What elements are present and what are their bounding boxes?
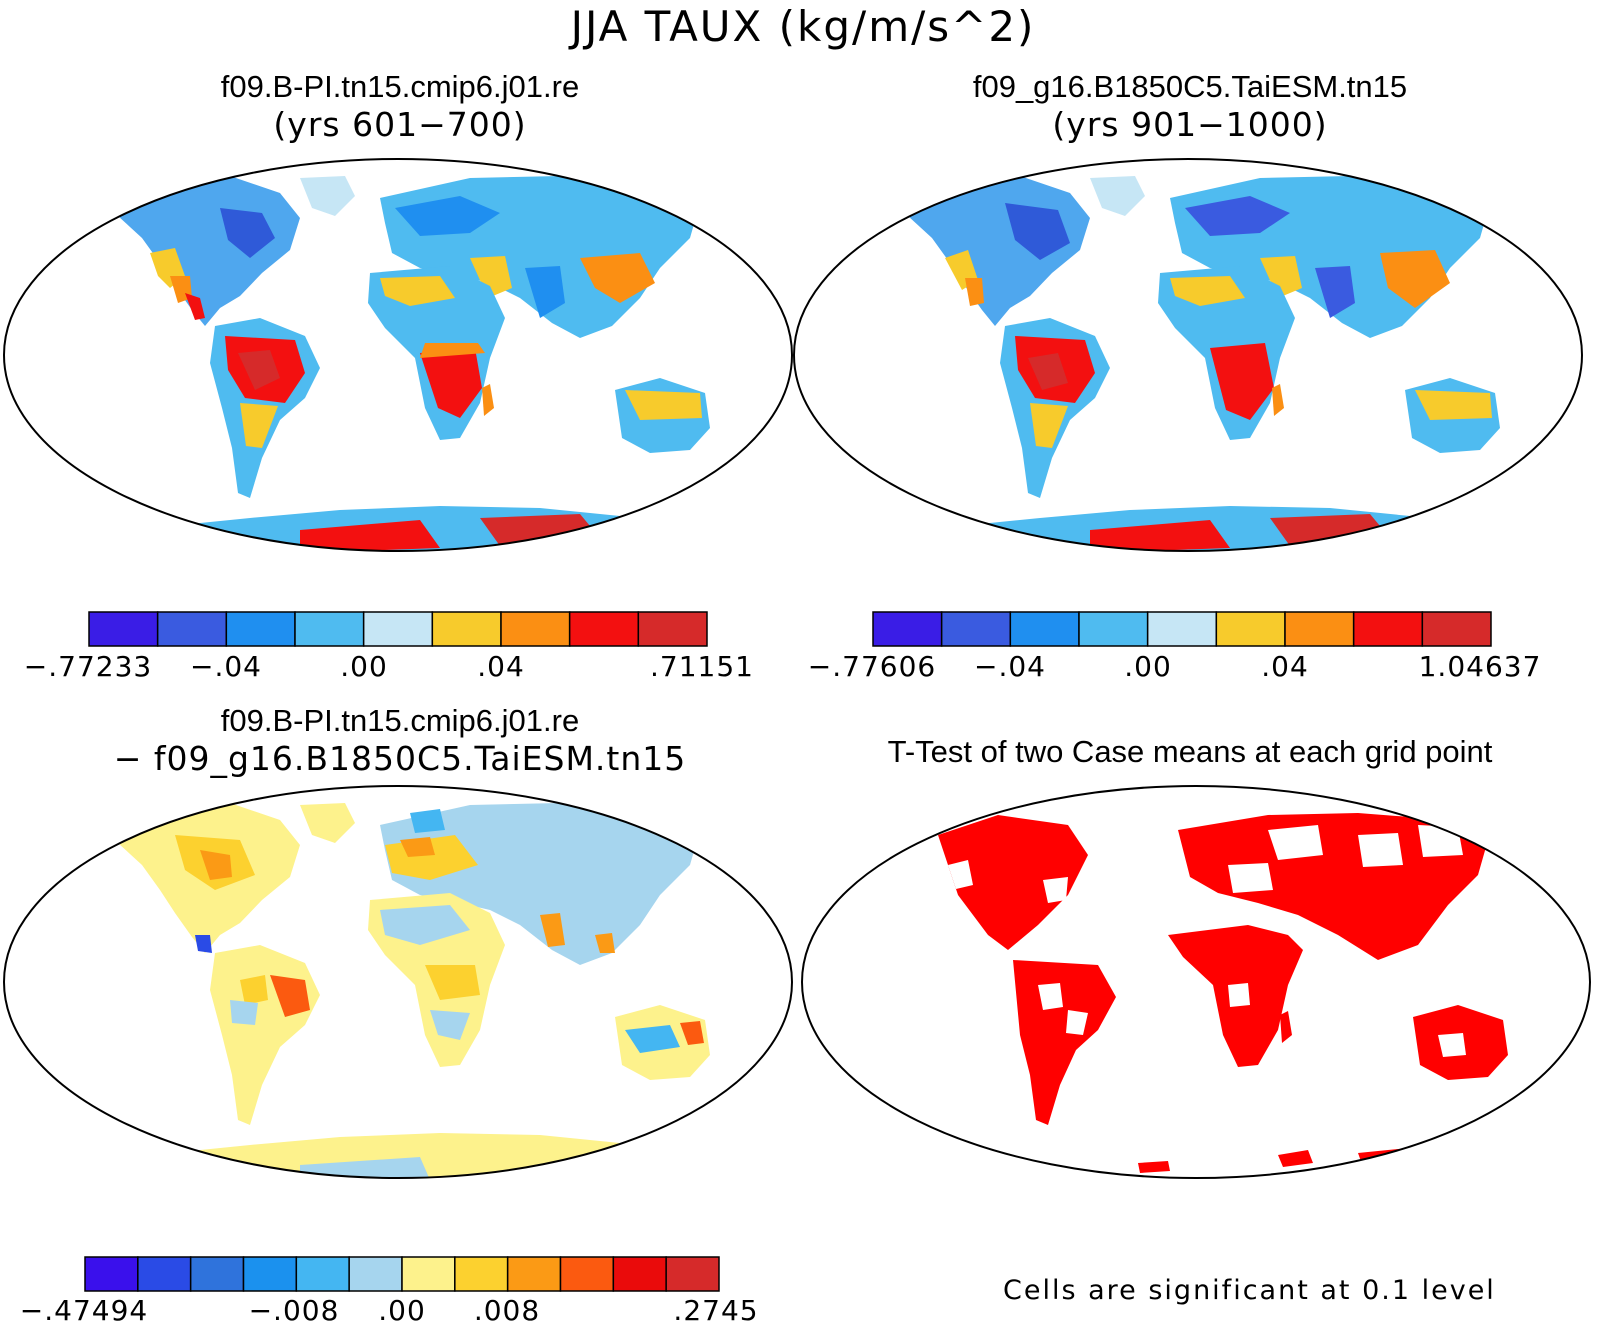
colorbar-case1-label: −.04 — [190, 650, 262, 683]
colorbar-case1-label-min: −.77233 — [23, 650, 153, 683]
colorbar-cell — [84, 1256, 139, 1292]
colorbar-cell — [1009, 611, 1080, 647]
panel-case2-title-line1: f09_g16.B1850C5.TaiESM.tn15 — [972, 69, 1408, 104]
land-greenland — [1090, 176, 1145, 216]
colorbar-case2 — [872, 611, 1492, 647]
figure-title: JJA TAUX (kg/m/s^2) — [570, 2, 1036, 51]
colorbar-diff-label: .00 — [378, 1294, 426, 1327]
panel-case1-title-line2: (yrs 601−700) — [273, 105, 527, 144]
land-north-america — [905, 176, 1090, 326]
sig-eurasia — [1178, 813, 1488, 960]
colorbar-cell — [612, 1256, 667, 1292]
colorbar-cell — [401, 1256, 456, 1292]
map-difference — [3, 785, 793, 1179]
colorbar-cell — [872, 611, 943, 647]
colorbar-cell — [137, 1256, 192, 1292]
panel-ttest-title-line1: T-Test of two Case means at each grid po… — [887, 734, 1493, 769]
colorbar-difference — [84, 1256, 720, 1292]
colorbar-cell — [1284, 611, 1355, 647]
panel-case1-title: f09.B-PI.tn15.cmip6.j01.re (yrs 601−700) — [0, 68, 800, 144]
panel-ttest-title: T-Test of two Case means at each grid po… — [790, 733, 1590, 771]
land-greenland — [300, 803, 355, 843]
colorbar-cell — [1352, 611, 1424, 647]
colorbar-case2-label: .04 — [1261, 650, 1309, 683]
colorbar-cell — [1421, 611, 1492, 647]
colorbar-case2-label-max: 1.04637 — [1418, 650, 1542, 683]
map-case1 — [3, 158, 793, 552]
colorbar-cell — [559, 1256, 615, 1292]
colorbar-cell — [431, 611, 502, 647]
colorbar-cell — [665, 1256, 720, 1292]
colorbar-cell — [242, 1256, 298, 1292]
colorbar-case1-label: .04 — [477, 650, 525, 683]
colorbar-cell — [940, 611, 1012, 647]
colorbar-cell — [506, 1256, 562, 1292]
panel-case2-title-line2: (yrs 901−1000) — [1052, 105, 1328, 144]
panel-diff-title-line1: f09.B-PI.tn15.cmip6.j01.re — [220, 703, 580, 738]
colorbar-cell — [189, 1256, 245, 1292]
colorbar-cell — [637, 611, 708, 647]
colorbar-cell — [348, 1256, 403, 1292]
colorbar-diff-label-min: −.47494 — [19, 1294, 149, 1327]
colorbar-case2-label: .00 — [1124, 650, 1172, 683]
colorbar-diff-label: −.008 — [248, 1294, 340, 1327]
colorbar-cell — [88, 611, 159, 647]
colorbar-cell — [454, 1256, 509, 1292]
panel-diff-title: f09.B-PI.tn15.cmip6.j01.re − f09_g16.B18… — [0, 702, 800, 778]
colorbar-diff-label: .008 — [473, 1294, 541, 1327]
land-greenland — [300, 176, 355, 216]
colorbar-cell — [362, 611, 434, 647]
colorbar-case2-label: −.04 — [974, 650, 1046, 683]
map-ttest — [801, 785, 1591, 1179]
colorbar-case1 — [88, 611, 708, 647]
panel-diff-title-line2: − f09_g16.B1850C5.TaiESM.tn15 — [113, 739, 687, 778]
significance-note: Cells are significant at 0.1 level — [1003, 1275, 1496, 1306]
colorbar-cell — [225, 611, 296, 647]
colorbar-diff-label-max: .2745 — [673, 1294, 759, 1327]
colorbar-cell — [294, 611, 365, 647]
colorbar-case2-label-min: −.77606 — [807, 650, 937, 683]
colorbar-cell — [156, 611, 228, 647]
panel-case1-title-line1: f09.B-PI.tn15.cmip6.j01.re — [220, 69, 580, 104]
map-case2 — [793, 158, 1583, 552]
sig-antarctica — [1278, 1150, 1313, 1167]
sig-north-america — [938, 815, 1088, 950]
colorbar-cell — [295, 1256, 350, 1292]
land-north-america — [115, 176, 300, 326]
colorbar-cell — [1215, 611, 1286, 647]
colorbar-cell — [568, 611, 640, 647]
panel-case2-title: f09_g16.B1850C5.TaiESM.tn15 (yrs 901−100… — [790, 68, 1590, 144]
sig-south-america — [1013, 960, 1116, 1125]
colorbar-case1-label-max: .71151 — [650, 650, 754, 683]
colorbar-cell — [1078, 611, 1149, 647]
land-south-america — [210, 945, 320, 1125]
colorbar-case1-label: .00 — [340, 650, 388, 683]
colorbar-cell — [500, 611, 571, 647]
colorbar-cell — [1146, 611, 1218, 647]
